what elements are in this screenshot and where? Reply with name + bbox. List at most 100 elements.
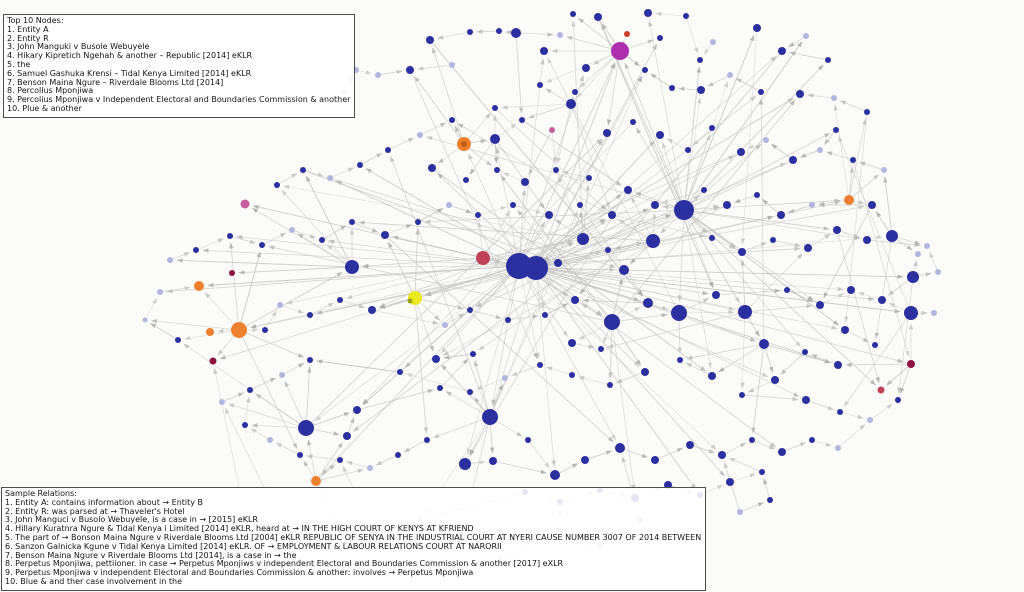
graph-edge	[733, 473, 756, 482]
graph-edge	[415, 304, 429, 434]
graph-edge	[492, 384, 503, 410]
graph-edge	[543, 276, 725, 477]
graph-node	[770, 237, 776, 243]
graph-edge	[693, 198, 841, 210]
graph-edge	[692, 129, 711, 146]
graph-edge	[495, 147, 517, 254]
graph-edge	[648, 20, 683, 201]
graph-node	[490, 134, 500, 144]
graph-node	[737, 509, 743, 515]
graph-edge	[204, 292, 234, 325]
graph-node	[311, 476, 321, 486]
graph-edge	[531, 268, 838, 330]
graph-node	[510, 202, 516, 208]
graph-node	[841, 326, 849, 334]
graph-node	[624, 31, 630, 37]
graph-node	[878, 296, 886, 304]
graph-node	[608, 211, 616, 219]
graph-node	[895, 397, 901, 403]
graph-edge	[466, 278, 516, 455]
graph-node	[778, 47, 786, 55]
graph-node	[777, 211, 785, 219]
graph-node	[426, 36, 434, 44]
graph-node	[642, 67, 648, 73]
graph-edge	[545, 274, 603, 316]
graph-edge	[703, 44, 712, 55]
graph-edge	[853, 199, 865, 205]
graph-edge	[497, 142, 545, 209]
graph-node	[644, 9, 652, 17]
graph-node	[847, 286, 855, 294]
graph-edge	[775, 240, 801, 248]
graph-node	[571, 296, 579, 304]
graph-edge	[742, 502, 764, 512]
graph-edge	[236, 235, 507, 266]
top-nodes-title: Top 10 Nodes:	[7, 16, 64, 25]
graph-edge	[545, 274, 777, 448]
graph-node	[343, 432, 351, 440]
graph-edge	[442, 206, 724, 356]
graph-edge	[559, 463, 579, 474]
graph-edge	[404, 274, 510, 368]
graph-edge	[758, 98, 765, 340]
graph-node	[262, 327, 268, 333]
graph-node	[482, 409, 498, 425]
graph-edge	[316, 359, 398, 373]
graph-edge	[510, 314, 539, 320]
graph-edge	[434, 170, 707, 372]
graph-edge	[529, 442, 550, 469]
graph-node	[809, 202, 815, 208]
graph-node	[835, 445, 841, 451]
graph-edge	[658, 447, 684, 459]
graph-node	[467, 389, 473, 395]
graph-edge	[546, 273, 800, 397]
graph-node	[406, 66, 414, 74]
graph-node	[738, 248, 746, 256]
graph-edge	[691, 144, 762, 204]
graph-edge	[575, 343, 595, 349]
graph-edge	[524, 121, 622, 186]
graph-edge	[913, 260, 918, 272]
graph-edge	[232, 236, 256, 244]
graph-node	[367, 465, 373, 471]
graph-node	[718, 451, 726, 459]
graph-edge	[839, 100, 865, 112]
graph-node	[683, 13, 689, 19]
graph-node	[607, 382, 613, 388]
graph-node	[175, 337, 181, 343]
graph-edge	[686, 310, 735, 315]
graph-edge	[493, 143, 499, 164]
graph-node	[677, 357, 683, 363]
graph-edge	[887, 280, 909, 296]
graph-edge	[321, 275, 511, 475]
graph-node	[247, 387, 253, 393]
graph-edge	[150, 323, 176, 339]
graph-edge	[845, 362, 908, 368]
graph-edge	[281, 189, 348, 263]
graph-edge	[403, 441, 425, 453]
graph-node	[467, 307, 473, 313]
graph-edge	[571, 20, 584, 234]
graph-edge	[735, 77, 759, 92]
graph-node	[566, 99, 576, 109]
graph-edge	[789, 51, 826, 60]
graph-edge	[505, 30, 512, 35]
graph-edge	[607, 313, 739, 349]
graph-node	[935, 269, 941, 275]
graph-edge	[437, 173, 528, 260]
graph-edge	[432, 42, 643, 297]
relation-item: 1. Entity A: contains information about …	[5, 497, 204, 507]
graph-edge	[268, 245, 605, 321]
graph-edge	[264, 232, 287, 245]
graph-edge	[545, 54, 612, 83]
graph-edge	[690, 216, 708, 234]
graph-edge	[546, 366, 570, 375]
graph-node	[300, 167, 306, 173]
graph-edge	[692, 215, 814, 301]
graph-node	[726, 478, 734, 486]
graph-edge	[588, 450, 612, 460]
graph-node	[833, 127, 839, 133]
graph-edge	[601, 23, 616, 44]
graph-node	[753, 24, 761, 32]
graph-edge	[807, 93, 832, 98]
